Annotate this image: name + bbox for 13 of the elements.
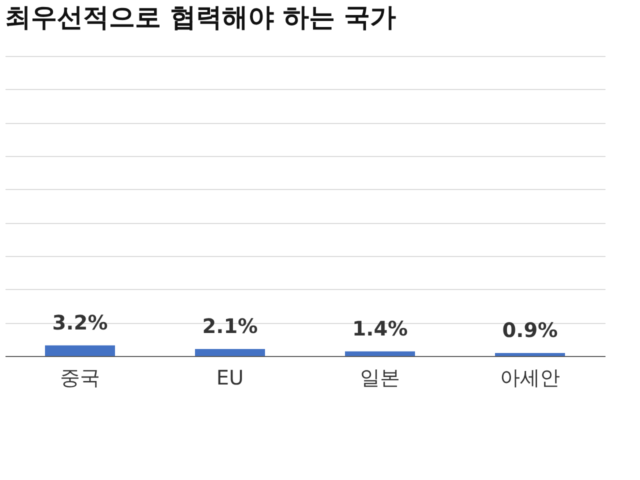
x-tick-label: EU [216,366,244,390]
bar [195,349,265,356]
bar [45,345,115,356]
bar [495,353,565,356]
data-label: 2.1% [202,314,258,338]
x-tick-label: 중국 [60,366,100,390]
x-tick-label: 일본 [360,366,400,390]
data-label: 1.4% [352,316,408,340]
bar [345,351,415,356]
chart-title: 최우선적으로 협력해야 하는 국가 [5,3,396,33]
data-label: 0.9% [502,318,558,342]
x-tick-label: 아세안 [500,366,560,390]
data-label: 3.2% [52,310,108,334]
